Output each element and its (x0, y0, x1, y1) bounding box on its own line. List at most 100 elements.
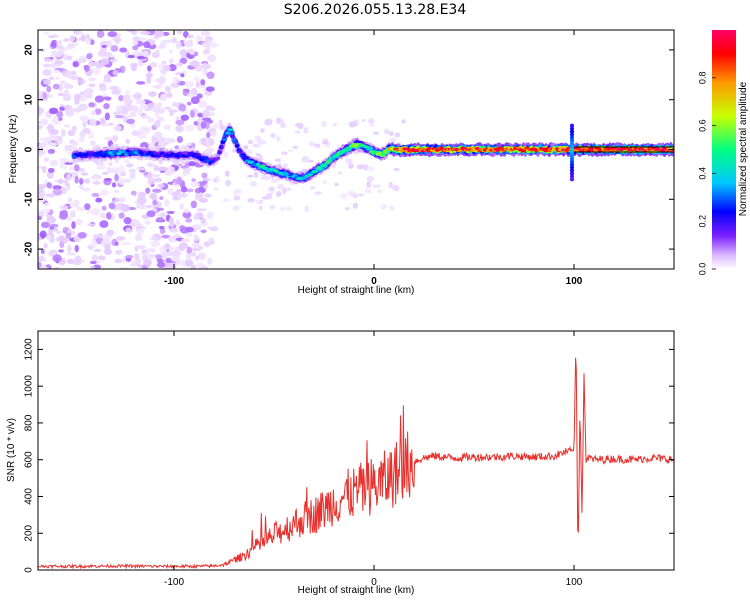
noise-blob (131, 259, 142, 265)
noise-blob (344, 206, 350, 211)
noise-blob (100, 212, 105, 219)
noise-blob (129, 111, 137, 118)
noise-blob (190, 200, 198, 209)
noise-blob (52, 254, 62, 263)
noise-blob (194, 212, 204, 220)
noise-blob (191, 242, 200, 249)
noise-blob (62, 93, 71, 102)
ridge-cell (318, 167, 323, 171)
ridge-spike-cell (570, 156, 574, 161)
noise-blob (68, 165, 76, 172)
noise-blob (136, 107, 144, 116)
noise-blob (91, 176, 98, 180)
noise-blob (108, 202, 116, 210)
noise-blob (175, 119, 185, 126)
noise-blob (50, 39, 58, 48)
noise-blob (42, 92, 48, 100)
ridge-cell (228, 128, 234, 132)
noise-blob (180, 185, 188, 193)
noise-blob (258, 205, 263, 211)
noise-blob (74, 255, 82, 264)
noise-blob (164, 85, 171, 93)
noise-blob (132, 36, 140, 42)
ridge-spike-cell (570, 144, 574, 149)
noise-blob (38, 141, 48, 148)
ridge-spike-cell (570, 123, 574, 128)
noise-blob (118, 197, 127, 202)
noise-blob (308, 140, 314, 147)
noise-blob (111, 89, 121, 95)
noise-blob (203, 49, 210, 55)
noise-blob (157, 64, 165, 68)
noise-blob (145, 187, 151, 194)
noise-blob (181, 70, 187, 74)
noise-blob (157, 183, 165, 188)
ridge-spike-cell (570, 126, 574, 131)
ridge-spike-cell (570, 135, 574, 140)
ridge-cell (385, 150, 390, 154)
noise-blob (245, 148, 253, 156)
noise-blob (118, 94, 124, 102)
noise-blob (107, 31, 118, 38)
snr-ylabel: SNR (10 * v/v) (6, 418, 17, 482)
noise-blob (55, 230, 63, 234)
noise-blob (130, 63, 138, 72)
snr-xtick-label: 100 (566, 577, 583, 588)
noise-blob (182, 88, 190, 93)
snr-ytick-label: 1200 (24, 338, 35, 361)
noise-blob (58, 178, 64, 185)
noise-blob (164, 137, 173, 143)
noise-blob (66, 173, 72, 181)
noise-blob (254, 171, 259, 178)
noise-blob (113, 37, 122, 43)
noise-blob (50, 159, 59, 167)
noise-blob (126, 163, 134, 168)
noise-blob (301, 155, 309, 163)
noise-blob (131, 40, 139, 46)
noise-blob (163, 141, 169, 146)
noise-blob (78, 57, 87, 64)
noise-blob (190, 60, 200, 68)
noise-blob (137, 59, 143, 67)
noise-blob (130, 219, 140, 226)
noise-blob (247, 139, 254, 145)
noise-blob (46, 123, 54, 132)
noise-blob (185, 218, 193, 223)
noise-blob (45, 94, 54, 98)
noise-blob (348, 158, 353, 165)
ridge-cell (609, 149, 614, 153)
noise-blob (312, 143, 319, 147)
noise-blob (54, 60, 64, 65)
colorbar-gradient (712, 30, 736, 269)
noise-blob (277, 183, 284, 190)
noise-blob (157, 77, 165, 86)
noise-blob (163, 124, 172, 130)
noise-blob (201, 265, 209, 269)
noise-blob (352, 202, 359, 209)
noise-blob (82, 120, 87, 128)
noise-blob (255, 199, 261, 204)
noise-blob (128, 168, 137, 174)
snr-xlabel: Height of straight line (km) (298, 585, 415, 596)
noise-blob (270, 133, 276, 138)
noise-blob (115, 249, 123, 255)
ridge-cell (249, 160, 255, 164)
noise-blob (135, 203, 146, 209)
ridge-cell (225, 131, 231, 135)
noise-blob (200, 30, 211, 37)
noise-blob (275, 136, 281, 142)
noise-blob (100, 57, 110, 66)
noise-blob (84, 203, 91, 211)
noise-blob (208, 138, 215, 146)
noise-blob (123, 95, 131, 100)
noise-blob (38, 255, 45, 262)
noise-blob (280, 151, 288, 156)
noise-blob (206, 211, 214, 220)
noise-blob (66, 258, 75, 265)
noise-blob (67, 197, 73, 203)
noise-blob (200, 79, 206, 86)
noise-blob (101, 171, 109, 175)
noise-blob (294, 130, 301, 134)
noise-blob (85, 39, 91, 46)
